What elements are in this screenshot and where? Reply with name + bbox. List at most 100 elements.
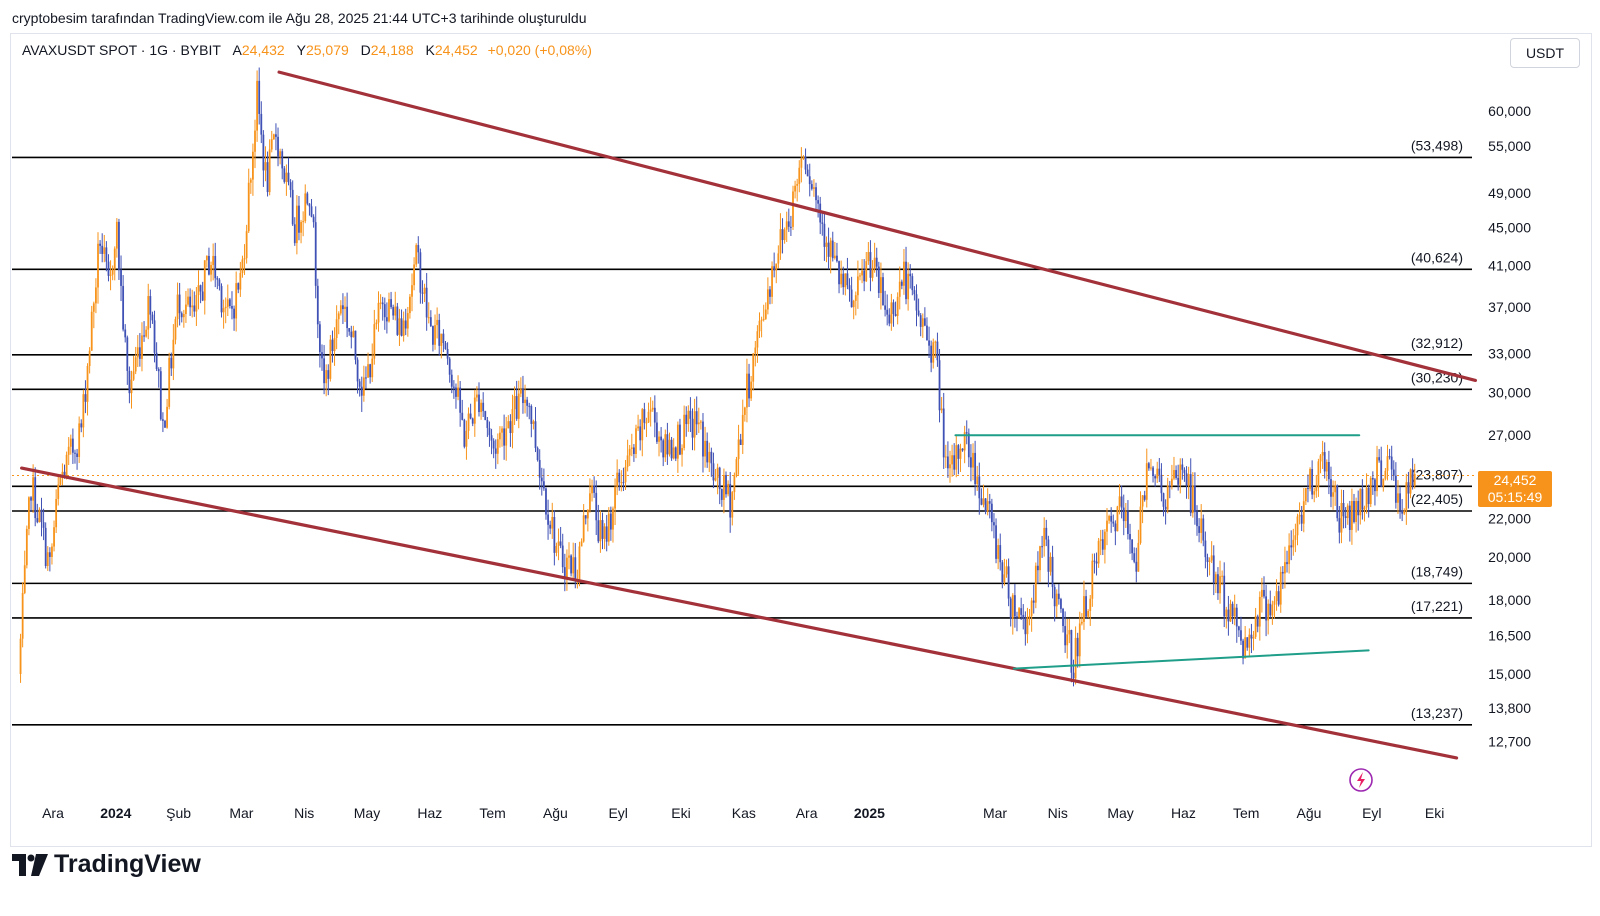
candle-body [1154,476,1157,479]
candle-body [300,222,302,233]
candle-body [859,275,861,277]
candle-body [1250,634,1253,639]
currency-selector[interactable]: USDT [1510,38,1580,68]
candle-body [1340,502,1343,533]
candle-body [892,302,895,315]
candle-body [595,492,598,521]
candle-body [775,263,778,271]
candle-body [358,381,361,387]
candle-body [149,296,152,315]
candle-body [949,464,951,469]
candle-body [134,357,137,372]
candle-body [829,240,832,257]
candle-body [955,445,958,470]
candle-body [1330,479,1332,497]
candle-body [997,545,1000,559]
candle-body [1047,539,1050,572]
candle-body [877,266,880,294]
candle-body [863,270,866,282]
candle-body [496,439,499,454]
candle-body [1221,575,1224,577]
candle-body [1367,487,1370,505]
candle-body [1313,491,1316,495]
candle-body [128,370,131,394]
candle-body [1307,488,1309,490]
candle-body [566,557,568,579]
candle-body [287,172,290,183]
candle-body [672,447,675,459]
candle-body [1233,607,1236,617]
candle-body [928,340,930,346]
candle-body [1187,474,1190,486]
y-tick-label: 41,000 [1488,258,1531,274]
candle-body [1269,603,1272,616]
alert-icon[interactable] [1349,768,1373,792]
candle-body [164,420,166,428]
candle-body [1196,511,1198,527]
candle-body [568,555,570,558]
candle-body [526,399,529,406]
x-tick-label: May [354,805,380,821]
candle-body [350,331,353,338]
candle-body [1034,565,1037,603]
candle-body [919,315,922,327]
candle-body [743,407,746,415]
candle-body [19,638,22,675]
channel-upper-trendline[interactable] [277,70,1478,383]
candle-body [1009,598,1012,619]
candle-body [492,440,495,449]
candle-body [1271,604,1274,616]
candle-body [1348,505,1351,530]
candle-body [1183,469,1186,474]
candle-body [653,407,656,423]
candle-body [55,498,58,528]
candle-body [241,259,244,273]
candle-body [396,306,399,335]
candle-body [1294,535,1297,540]
candle-body [436,319,439,326]
candle-body [542,481,545,489]
candle-body [189,296,192,308]
candle-body [1037,565,1039,571]
candle-body [490,435,493,441]
candle-body [1158,468,1161,475]
channel-lower-trendline[interactable] [20,466,1459,760]
candle-body [693,411,696,438]
candle-body [1298,514,1301,517]
candle-body [1242,640,1244,659]
candle-body [894,314,897,316]
candle-body [312,216,315,223]
range-bottom-trendline[interactable] [1012,649,1370,670]
x-tick-label: Nis [1048,805,1068,821]
candle-body [515,396,518,419]
candle-body [166,406,168,428]
y-tick-label: 18,000 [1488,592,1531,608]
candle-body [1334,485,1337,493]
candle-body [365,377,367,379]
candle-body [247,182,250,232]
candle-body [530,406,533,424]
candle-body [718,467,721,490]
candle-body [1357,500,1360,516]
candlestick-series [19,67,1416,687]
candle-body [951,455,953,465]
x-tick-label: Tem [479,805,505,821]
candle-body [339,305,342,314]
candle-body [1401,510,1404,514]
low-label: D [360,42,371,58]
tradingview-logo[interactable]: TradingView [12,850,201,879]
candle-body [1104,531,1106,550]
candle-body [1376,457,1378,492]
candle-body [1093,560,1096,562]
candle-body [559,541,562,546]
candle-body [792,191,794,227]
candle-body [1363,507,1366,510]
candle-body [352,330,355,338]
candle-body [932,342,935,363]
y-tick-label: 27,000 [1488,427,1531,443]
symbol-name[interactable]: AVAXUSDT SPOT · 1G · BYBIT [22,42,221,58]
candle-body [1254,616,1257,637]
x-tick-label: Haz [417,805,442,821]
candle-body [319,324,321,353]
